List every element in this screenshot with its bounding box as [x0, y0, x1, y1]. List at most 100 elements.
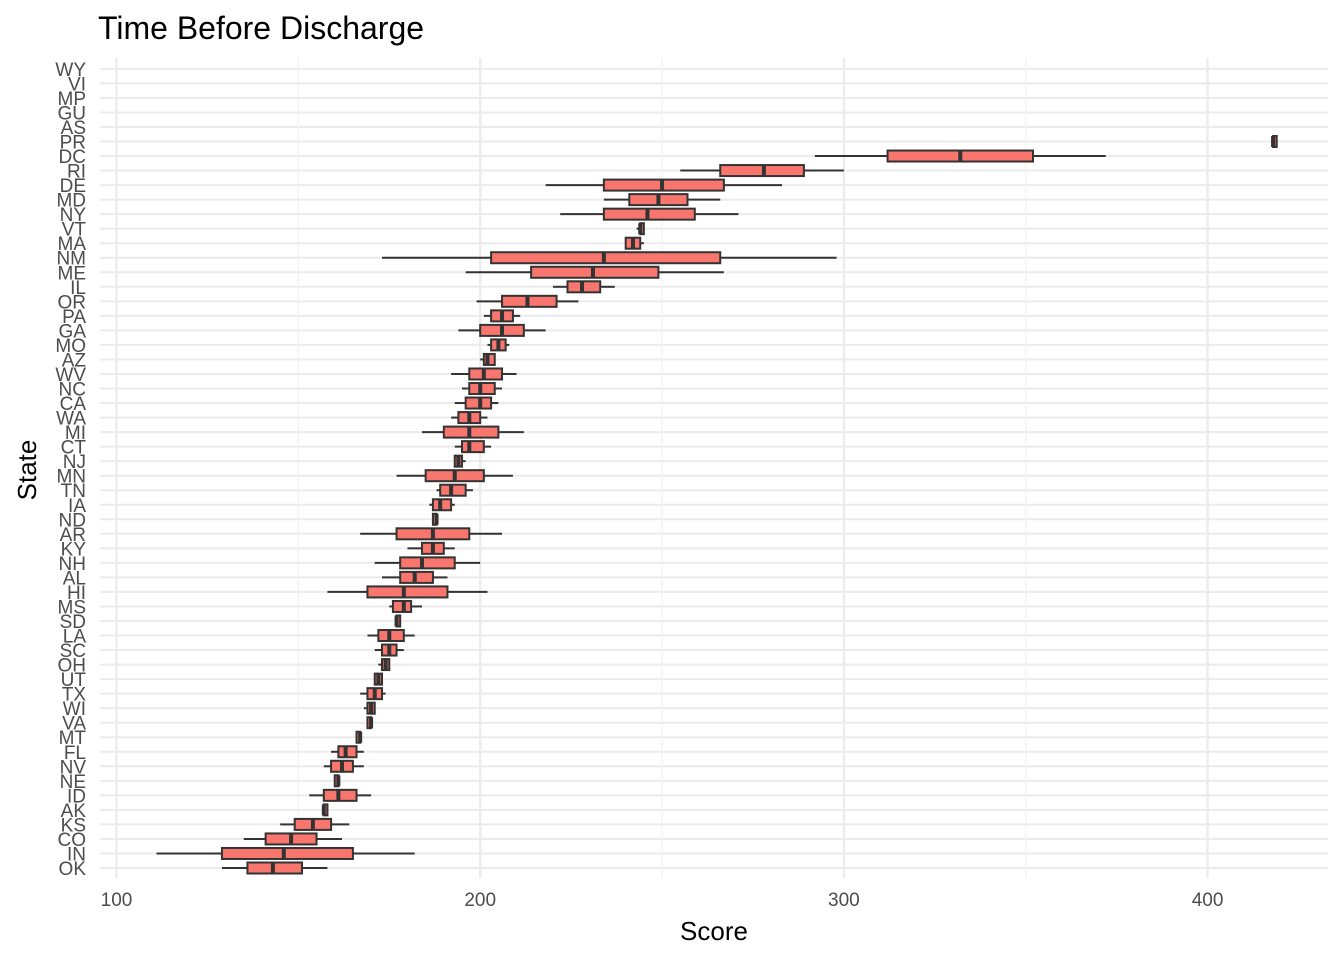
y-tick-label-in: IN	[67, 844, 86, 865]
y-tick-label-gu: GU	[58, 103, 87, 124]
box-ny	[560, 207, 739, 221]
y-tick-label-wa: WA	[56, 409, 86, 430]
x-tick-label-100: 100	[101, 890, 133, 911]
y-tick-label-la: LA	[63, 627, 87, 648]
box-ut	[373, 672, 384, 686]
iqr-box-hi	[366, 585, 449, 599]
box-nc	[462, 382, 503, 396]
box-mo	[487, 338, 510, 352]
y-tick-label-ga: GA	[59, 321, 87, 342]
box-ne	[333, 774, 341, 788]
y-tick-label-sd: SD	[60, 612, 86, 633]
box-ak	[321, 803, 329, 817]
box-nv	[323, 759, 364, 773]
y-tick-label-pa: PA	[62, 307, 86, 328]
box-ms	[389, 599, 423, 613]
iqr-box-in	[220, 846, 354, 860]
y-tick-label-nv: NV	[60, 757, 87, 778]
y-tick-label-hi: HI	[67, 583, 86, 604]
box-ks	[280, 817, 350, 831]
box-ar	[360, 527, 503, 541]
y-tick-label-nc: NC	[59, 380, 86, 401]
y-tick-label-ak: AK	[61, 801, 87, 822]
box-az	[480, 352, 496, 366]
box-pa	[483, 309, 521, 323]
box-ct	[454, 440, 492, 454]
box-ga	[458, 323, 546, 337]
y-axis-tick-labels: OKINCOKSAKIDNENVFLMTVAWITXUTOHSCLASDMSHI…	[55, 60, 86, 880]
y-tick-label-wi: WI	[63, 699, 86, 720]
box-ky	[407, 541, 455, 555]
box-id	[309, 788, 372, 802]
y-tick-label-ri: RI	[67, 162, 86, 183]
y-tick-label-co: CO	[58, 830, 87, 851]
box-mi	[422, 425, 524, 439]
y-tick-label-ut: UT	[61, 670, 87, 691]
y-tick-label-al: AL	[63, 568, 86, 589]
y-tick-label-dc: DC	[59, 147, 86, 168]
y-tick-label-id: ID	[67, 786, 86, 807]
box-in	[156, 846, 415, 860]
box-wa	[451, 411, 488, 425]
box-vt	[636, 222, 645, 236]
y-tick-label-sc: SC	[60, 641, 86, 662]
box-nj	[453, 454, 466, 468]
y-tick-label-nd: ND	[59, 510, 86, 531]
box-dc	[814, 149, 1106, 163]
y-tick-label-ny: NY	[60, 205, 87, 226]
y-tick-label-mp: MP	[58, 89, 87, 110]
box-ok	[221, 861, 328, 875]
box-fl	[331, 745, 364, 759]
iqr-box-ct	[461, 440, 485, 454]
y-tick-label-de: DE	[60, 176, 86, 197]
box-me	[465, 265, 724, 279]
box-wv	[451, 367, 517, 381]
y-tick-label-md: MD	[56, 191, 86, 212]
x-axis-tick-labels: 100 200 300 400	[101, 890, 1224, 911]
y-tick-label-mn: MN	[56, 467, 86, 488]
box-nd	[431, 512, 439, 526]
box-sc	[374, 643, 404, 657]
box-la	[367, 629, 415, 643]
y-tick-label-vi: VI	[68, 74, 86, 95]
box-series	[156, 135, 1278, 875]
y-tick-label-ca: CA	[60, 394, 87, 415]
box-ma	[624, 236, 644, 250]
y-tick-label-nh: NH	[59, 554, 86, 575]
box-mn	[396, 469, 513, 483]
box-nm	[382, 251, 837, 265]
box-nh	[374, 556, 481, 570]
y-tick-label-ar: AR	[60, 525, 86, 546]
box-ri	[680, 164, 844, 178]
y-tick-label-tn: TN	[61, 481, 86, 502]
y-tick-label-or: OR	[58, 292, 87, 313]
y-tick-label-vt: VT	[62, 220, 87, 241]
box-hi	[327, 585, 488, 599]
y-tick-label-me: ME	[58, 263, 87, 284]
box-de	[545, 178, 783, 192]
x-axis-title: Score	[680, 916, 748, 946]
box-il	[552, 280, 615, 294]
box-wi	[363, 701, 376, 715]
box-al	[382, 570, 448, 584]
box-mt	[355, 730, 363, 744]
y-tick-label-ks: KS	[61, 815, 86, 836]
y-tick-label-mi: MI	[65, 423, 86, 444]
box-pr	[1271, 135, 1278, 148]
y-tick-label-va: VA	[62, 714, 86, 735]
y-tick-label-mt: MT	[59, 728, 87, 749]
y-tick-label-tx: TX	[62, 685, 87, 706]
y-tick-label-wy: WY	[55, 60, 86, 81]
y-tick-label-ct: CT	[61, 438, 87, 459]
y-tick-label-as: AS	[61, 118, 86, 139]
y-tick-label-ia: IA	[68, 496, 86, 517]
y-axis-title: State	[12, 440, 42, 501]
box-tx	[360, 687, 386, 701]
box-va	[366, 716, 374, 730]
y-tick-label-ms: MS	[58, 597, 87, 618]
y-tick-label-nm: NM	[56, 249, 86, 270]
box-oh	[378, 658, 391, 672]
